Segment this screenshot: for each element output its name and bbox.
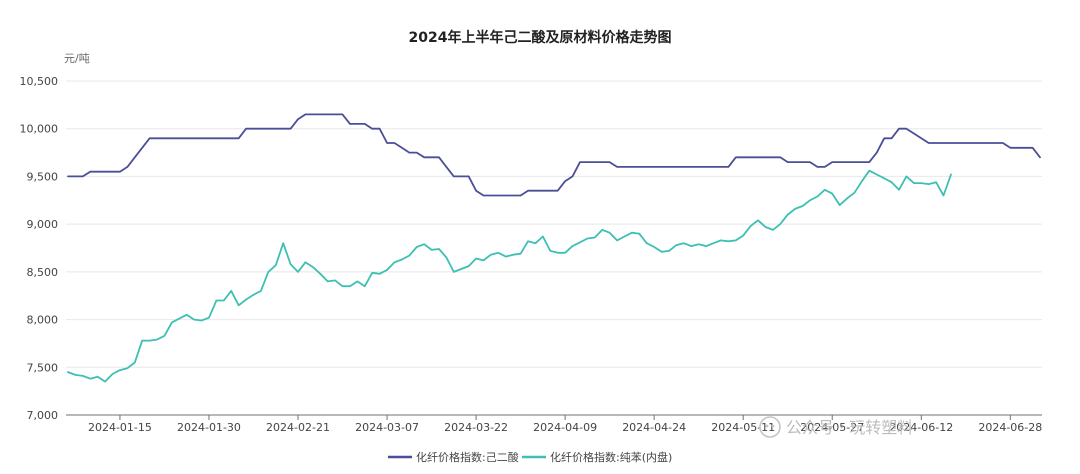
- wechat-logo-eye-left: [765, 424, 769, 428]
- y-tick-label: 10,000: [20, 123, 59, 136]
- chart-title: 2024年上半年己二酸及原材料价格走势图: [409, 29, 672, 46]
- series-line-2: [67, 169, 952, 383]
- x-tick-label: 2024-06-12: [889, 421, 953, 434]
- x-tick-label: 2024-01-15: [88, 421, 152, 434]
- x-tick-label: 2024-05-27: [800, 421, 864, 434]
- watermark-text: 公众号 · 玩转塑料: [786, 418, 913, 437]
- x-tick-label: 2024-01-30: [177, 421, 241, 434]
- wechat-logo-eye-right: [771, 424, 775, 428]
- x-tick-label: 2024-05-11: [711, 421, 775, 434]
- x-tick-label: 2024-02-21: [266, 421, 330, 434]
- x-tick-label: 2024-03-07: [355, 421, 419, 434]
- x-tick-label: 2024-04-24: [622, 421, 686, 434]
- y-tick-label: 9,500: [27, 170, 59, 183]
- legend-label: 化纤价格指数:纯苯(内盘): [550, 450, 672, 464]
- watermark: 公众号 · 玩转塑料: [759, 416, 913, 438]
- x-tick-label: 2024-06-28: [978, 421, 1042, 434]
- legend-item-1[interactable]: 化纤价格指数:己二酸: [388, 450, 519, 464]
- legend[interactable]: 化纤价格指数:己二酸 化纤价格指数:纯苯(内盘): [388, 450, 672, 464]
- legend-label: 化纤价格指数:己二酸: [416, 450, 519, 464]
- y-axis-ticks: 7,000 7,500 8,000 8,500 9,000 9,500 10,000 10,5…: [20, 75, 59, 422]
- y-tick-label: 10,500: [20, 75, 59, 88]
- wechat-logo-icon: [759, 416, 781, 438]
- gridlines: [66, 80, 1042, 416]
- y-tick-label: 8,000: [27, 314, 59, 327]
- y-tick-label: 7,000: [27, 409, 59, 422]
- series-lines: [67, 113, 1041, 383]
- x-axis-ticks: 2024-01-15 2024-01-30 2024-02-21 2024-03-07…: [88, 415, 1042, 434]
- y-axis-unit-label: 元/吨: [64, 52, 90, 65]
- x-tick-label: 2024-03-22: [444, 421, 508, 434]
- y-tick-label: 7,500: [27, 361, 59, 374]
- y-tick-label: 8,500: [27, 266, 59, 279]
- legend-item-2[interactable]: 化纤价格指数:纯苯(内盘): [522, 450, 672, 464]
- x-tick-label: 2024-04-09: [533, 421, 597, 434]
- y-tick-label: 9,000: [27, 218, 59, 231]
- series-line-1: [67, 113, 1041, 197]
